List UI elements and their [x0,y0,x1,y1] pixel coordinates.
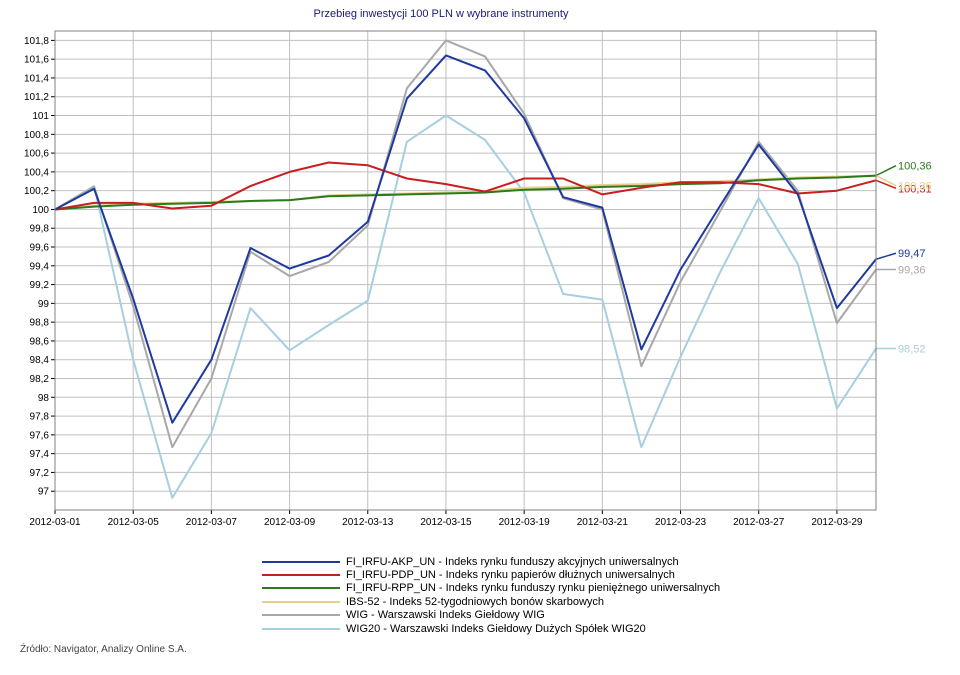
end-label: 99,36 [898,265,926,277]
x-tick-label: 2012-03-07 [186,517,238,528]
legend-label: FI_IRFU-RPP_UN - Indeks rynku funduszy r… [346,582,721,595]
legend: FI_IRFU-AKP_UN - Indeks rynku funduszy a… [262,555,720,635]
y-tick-label: 100,6 [24,149,49,160]
end-label: 100,31 [898,183,932,195]
legend-swatch [262,627,340,630]
series-line [54,114,877,499]
y-tick-label: 98,6 [30,336,50,347]
chart-title: Przebieg inwestycji 100 PLN w wybrane in… [314,8,569,20]
grid [54,31,876,510]
y-tick-label: 101,4 [24,73,49,84]
y-tick-label: 99,8 [30,224,50,235]
y-tick-label: 101,2 [24,92,49,103]
x-axis-ticks: 2012-03-01 2012-03-05 2012-03-07 2012-03-09… [29,510,863,528]
y-tick-label: 99 [38,299,50,310]
y-tick-label: 101 [32,111,49,122]
series-line [54,161,877,211]
x-tick-label: 2012-03-15 [420,517,472,528]
y-tick-label: 97,8 [30,412,50,423]
legend-item: WIG - Warszawski Indeks Giełdowy WIG [262,609,720,622]
y-tick-label: 99,4 [30,261,50,272]
end-label: 98,52 [898,343,926,355]
y-tick-label: 100,2 [24,186,49,197]
x-tick-label: 2012-03-09 [264,517,316,528]
plot-frame [54,30,877,511]
end-label: 100,36 [898,181,932,193]
y-tick-label: 98 [38,393,50,404]
x-tick-label: 2012-03-21 [577,517,629,528]
legend-item: FI_IRFU-AKP_UN - Indeks rynku funduszy a… [262,555,720,568]
y-tick-label: 101,8 [24,36,49,47]
y-tick-label: 99,6 [30,243,50,254]
x-tick-label: 2012-03-23 [655,517,707,528]
y-tick-label: 97,4 [30,449,50,460]
x-tick-label: 2012-03-29 [811,517,863,528]
y-tick-label: 100,8 [24,130,49,141]
end-label-leader [875,164,897,177]
legend-label: IBS-52 - Indeks 52-tygodniowych bonów sk… [346,595,605,608]
x-tick-label: 2012-03-13 [342,517,394,528]
end-label: 100,36 [898,161,932,173]
series-lines [54,39,877,499]
end-label-leader [875,252,897,260]
y-tick-label: 101,6 [24,55,49,66]
legend-item: FI_IRFU-RPP_UN - Indeks rynku funduszy r… [262,582,720,595]
series-line [54,54,877,424]
y-tick-label: 97 [38,487,50,498]
legend-swatch [262,614,340,617]
end-label: 99,47 [898,248,926,260]
legend-item: WIG20 - Warszawski Indeks Giełdowy Dużyc… [262,622,720,635]
legend-label: WIG20 - Warszawski Indeks Giełdowy Dużyc… [346,622,646,635]
legend-item: FI_IRFU-PDP_UN - Indeks rynku papierów d… [262,568,720,581]
y-tick-label: 97,6 [30,430,50,441]
y-tick-label: 98,2 [30,374,50,385]
legend-label: WIG - Warszawski Indeks Giełdowy WIG [346,609,545,622]
y-axis-ticks: 97 97,2 97,4 97,6 97,8 98 98,2 98,4 98,6 98,8 99 99… [24,36,55,498]
legend-item: IBS-52 - Indeks 52-tygodniowych bonów sk… [262,595,720,608]
legend-swatch [262,560,340,563]
end-label-leader [875,179,897,190]
legend-swatch [262,587,340,590]
y-tick-label: 98,4 [30,355,50,366]
y-tick-label: 99,2 [30,280,50,291]
end-label-leader [875,174,897,187]
series-line [54,174,877,211]
legend-swatch [262,574,340,577]
legend-swatch [262,600,340,603]
y-tick-label: 97,2 [30,468,50,479]
x-tick-label: 2012-03-27 [733,517,785,528]
y-tick-label: 98,8 [30,318,50,329]
y-tick-label: 100,4 [24,167,49,178]
source-note: Źródło: Navigator, Analizy Online S.A. [20,644,187,655]
legend-label: FI_IRFU-AKP_UN - Indeks rynku funduszy a… [346,555,679,568]
y-tick-label: 100 [32,205,49,216]
x-tick-label: 2012-03-19 [499,517,551,528]
legend-label: FI_IRFU-PDP_UN - Indeks rynku papierów d… [346,569,675,582]
chart: Przebieg inwestycji 100 PLN w wybrane in… [24,8,932,528]
x-tick-label: 2012-03-01 [29,517,81,528]
x-tick-label: 2012-03-05 [108,517,160,528]
